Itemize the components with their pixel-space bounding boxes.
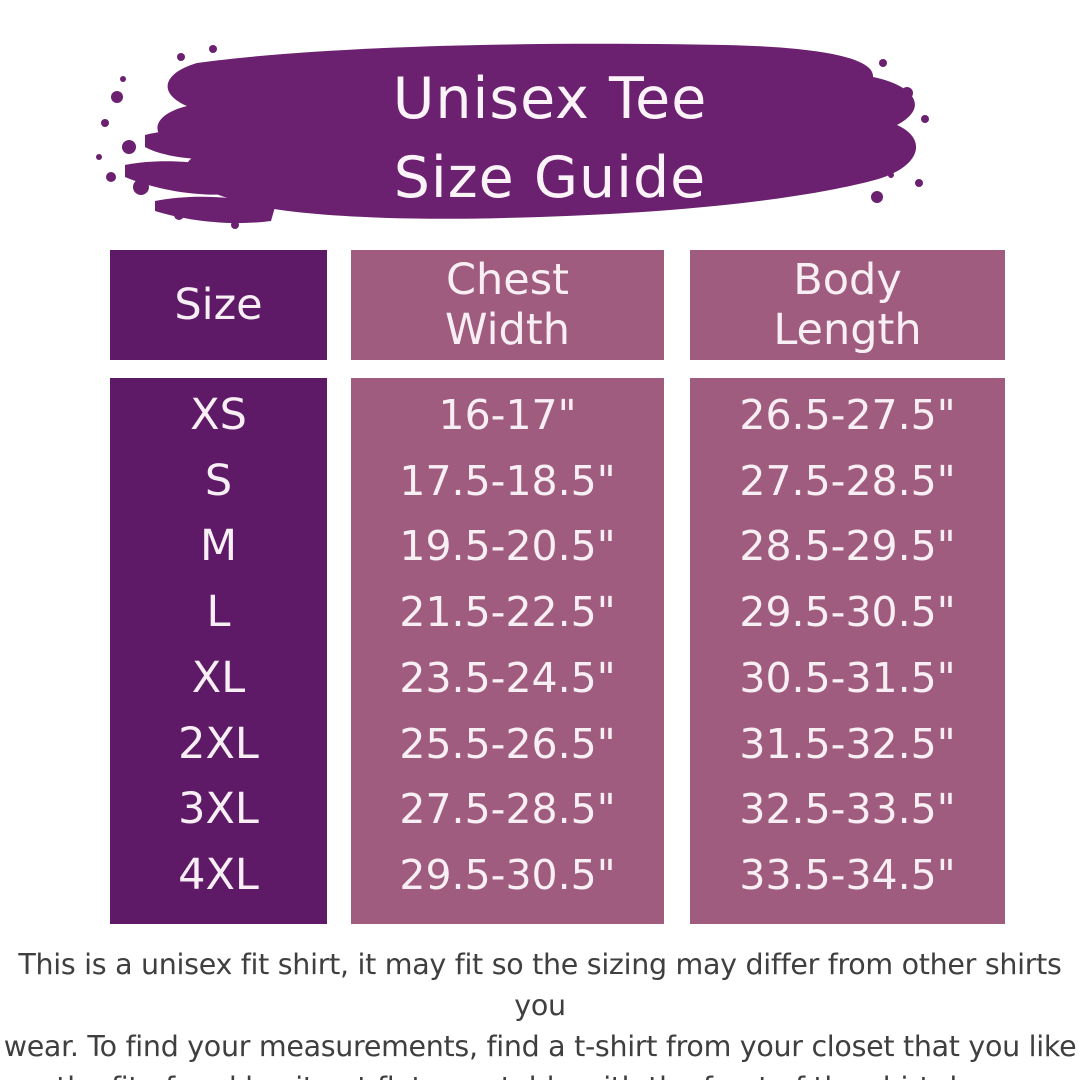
size-cell: 3XL — [178, 784, 259, 835]
body-length-cell: 29.5-30.5" — [739, 588, 956, 637]
fit-note-line-2: wear. To find your measurements, find a … — [3, 1030, 1077, 1063]
brush-stroke-graphic — [96, 43, 929, 229]
body-length-cell: 31.5-32.5" — [739, 719, 956, 768]
column-header-chest-width: Chest Width — [351, 250, 664, 360]
chest-width-cell: 27.5-28.5" — [399, 785, 616, 834]
chest-width-cell: 25.5-26.5" — [399, 719, 616, 768]
chest-width-column: 16-17" 17.5-18.5" 19.5-20.5" 21.5-22.5" … — [351, 378, 664, 924]
size-cell: XS — [190, 389, 247, 440]
body-length-cell: 33.5-34.5" — [739, 851, 956, 900]
body-length-cell: 30.5-31.5" — [739, 653, 956, 702]
column-header-size-label: Size — [174, 280, 263, 330]
chest-width-cell: 17.5-18.5" — [399, 456, 616, 505]
body-length-cell: 26.5-27.5" — [739, 390, 956, 439]
page-title: Unisex Tee Size Guide — [20, 60, 1080, 218]
column-header-size: Size — [110, 250, 327, 360]
chest-width-cell: 19.5-20.5" — [399, 522, 616, 571]
size-cell: 4XL — [178, 850, 259, 901]
fit-note-line-3: the fit of and lay it out flat on a tabl… — [0, 1067, 1080, 1080]
body-length-column: 26.5-27.5" 27.5-28.5" 28.5-29.5" 29.5-30… — [690, 378, 1005, 924]
column-header-chest-width-label: Chest Width — [445, 255, 570, 355]
column-header-body-length: Body Length — [690, 250, 1005, 360]
title-line-1: Unisex Tee — [392, 66, 708, 132]
chest-width-cell: 29.5-30.5" — [399, 851, 616, 900]
body-length-cell: 27.5-28.5" — [739, 456, 956, 505]
size-cell: XL — [191, 652, 246, 703]
size-cell: S — [204, 455, 233, 506]
fit-note-line-1: This is a unisex fit shirt, it may fit s… — [18, 948, 1062, 1022]
chest-width-cell: 16-17" — [438, 390, 577, 439]
chest-width-cell: 23.5-24.5" — [399, 653, 616, 702]
fit-note: This is a unisex fit shirt, it may fit s… — [0, 944, 1080, 1080]
title-line-2: Size Guide — [393, 145, 707, 211]
size-cell: L — [206, 587, 231, 638]
size-cell: 2XL — [178, 718, 259, 769]
chest-width-cell: 21.5-22.5" — [399, 588, 616, 637]
brush-stroke-banner — [85, 35, 940, 240]
body-length-cell: 28.5-29.5" — [739, 522, 956, 571]
size-cell: M — [199, 521, 238, 572]
column-header-body-length-label: Body Length — [773, 255, 922, 355]
size-column: XS S M L XL 2XL 3XL 4XL — [110, 378, 327, 924]
body-length-cell: 32.5-33.5" — [739, 785, 956, 834]
